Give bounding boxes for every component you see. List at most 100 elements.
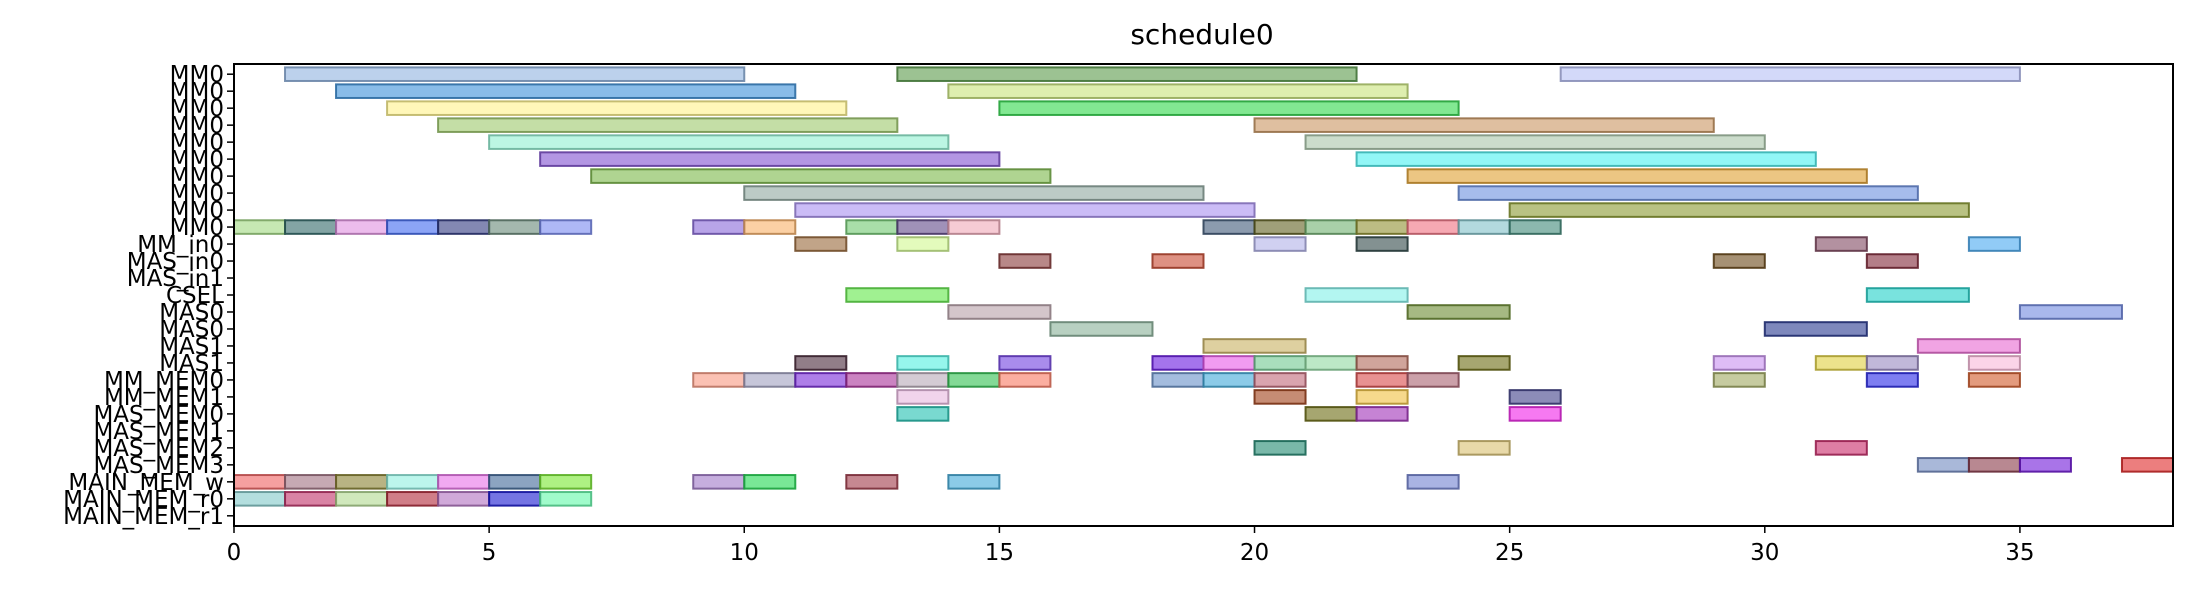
task-bar bbox=[488, 491, 542, 507]
y-tick-label: MM0 bbox=[170, 164, 224, 190]
task-bar bbox=[692, 219, 746, 235]
y-tick-label: MM0 bbox=[170, 198, 224, 224]
x-tick-label: 20 bbox=[1240, 540, 1269, 566]
task-bar bbox=[692, 372, 746, 388]
task-bar bbox=[1304, 287, 1409, 303]
task-bar bbox=[2018, 304, 2123, 320]
task-bar bbox=[386, 100, 848, 116]
task-bar bbox=[1202, 372, 1256, 388]
x-tick-label: 15 bbox=[985, 540, 1014, 566]
y-tick-label: MM0 bbox=[170, 96, 224, 122]
chart-title: schedule0 bbox=[1130, 18, 1273, 51]
task-bar bbox=[1865, 372, 1919, 388]
task-bar bbox=[1355, 372, 1409, 388]
task-bar bbox=[1406, 168, 1868, 184]
task-bar bbox=[2120, 457, 2174, 473]
task-bar bbox=[1049, 321, 1154, 337]
task-bar bbox=[1151, 355, 1205, 371]
x-tick-label: 35 bbox=[2005, 540, 2034, 566]
task-bar bbox=[1559, 66, 2021, 82]
task-bar bbox=[437, 117, 899, 133]
task-bar bbox=[794, 202, 1256, 218]
task-bar bbox=[386, 491, 440, 507]
task-bar bbox=[1355, 236, 1409, 252]
x-tick-label: 10 bbox=[730, 540, 759, 566]
task-bar bbox=[896, 219, 950, 235]
task-bar bbox=[947, 372, 1001, 388]
task-bar bbox=[335, 83, 797, 99]
task-bar bbox=[1712, 253, 1766, 269]
task-bar bbox=[794, 236, 848, 252]
task-bar bbox=[896, 389, 950, 405]
task-bar bbox=[284, 66, 746, 82]
task-bar bbox=[590, 168, 1052, 184]
task-bar bbox=[1967, 355, 2021, 371]
y-tick-label: MM_in0 bbox=[137, 232, 224, 258]
task-bar bbox=[1253, 389, 1307, 405]
task-bar bbox=[1253, 236, 1307, 252]
task-bar bbox=[1253, 117, 1715, 133]
y-tick-label: MAIN_MEM_r1 bbox=[63, 504, 224, 530]
task-bar bbox=[284, 474, 338, 490]
task-bar bbox=[794, 355, 848, 371]
task-bar bbox=[845, 287, 950, 303]
task-bar bbox=[284, 491, 338, 507]
task-bar bbox=[1508, 406, 1562, 422]
task-bar bbox=[1253, 372, 1307, 388]
y-tick-label: MAS_MEM3 bbox=[93, 453, 224, 479]
task-bar bbox=[539, 491, 593, 507]
task-bar bbox=[947, 219, 1001, 235]
task-bar bbox=[998, 355, 1052, 371]
y-tick-label: CSEL bbox=[166, 283, 224, 309]
y-tick-label: MAS_in1 bbox=[127, 266, 224, 292]
task-bar bbox=[335, 474, 389, 490]
task-bar bbox=[1355, 355, 1409, 371]
task-bar bbox=[896, 236, 950, 252]
task-bar bbox=[794, 372, 848, 388]
task-bar bbox=[233, 219, 287, 235]
task-bar bbox=[1202, 355, 1256, 371]
x-tick-label: 25 bbox=[1495, 540, 1524, 566]
task-bar bbox=[233, 491, 287, 507]
y-tick-label: MM_MEM1 bbox=[104, 385, 224, 411]
y-tick-label: MAS1 bbox=[159, 334, 224, 360]
y-tick-label: MM0 bbox=[170, 130, 224, 156]
task-bar bbox=[1355, 219, 1409, 235]
task-bar bbox=[488, 474, 542, 490]
task-bar bbox=[1406, 304, 1511, 320]
task-bar bbox=[947, 83, 1409, 99]
x-tick-label: 0 bbox=[227, 540, 242, 566]
y-tick-label: MAS_MEM2 bbox=[93, 436, 224, 462]
x-tick-label: 5 bbox=[482, 540, 497, 566]
y-tick-label: MAS_in0 bbox=[127, 249, 224, 275]
task-bar bbox=[998, 253, 1052, 269]
task-bar bbox=[896, 372, 950, 388]
task-bars bbox=[233, 66, 2174, 507]
task-bar bbox=[437, 219, 491, 235]
y-tick-label: MM0 bbox=[170, 147, 224, 173]
task-bar bbox=[1712, 355, 1766, 371]
x-tick-label: 30 bbox=[1750, 540, 1779, 566]
task-bar bbox=[1457, 440, 1511, 456]
task-bar bbox=[1406, 474, 1460, 490]
task-bar bbox=[1865, 253, 1919, 269]
task-bar bbox=[1355, 406, 1409, 422]
y-tick-label: MM0 bbox=[170, 62, 224, 88]
task-bar bbox=[1253, 440, 1307, 456]
task-bar bbox=[1202, 338, 1307, 354]
task-bar bbox=[1457, 219, 1511, 235]
task-bar bbox=[1967, 457, 2021, 473]
task-bar bbox=[386, 219, 440, 235]
task-bar bbox=[743, 474, 797, 490]
task-bar bbox=[539, 151, 1001, 167]
task-bar bbox=[1304, 134, 1766, 150]
task-bar bbox=[1304, 219, 1358, 235]
task-bar bbox=[845, 372, 899, 388]
task-bar bbox=[488, 134, 950, 150]
task-bar bbox=[1406, 372, 1460, 388]
task-bar bbox=[1406, 219, 1460, 235]
task-bar bbox=[1202, 219, 1256, 235]
task-bar bbox=[1865, 287, 1970, 303]
task-bar bbox=[896, 355, 950, 371]
y-tick-label: MAS1 bbox=[159, 351, 224, 377]
